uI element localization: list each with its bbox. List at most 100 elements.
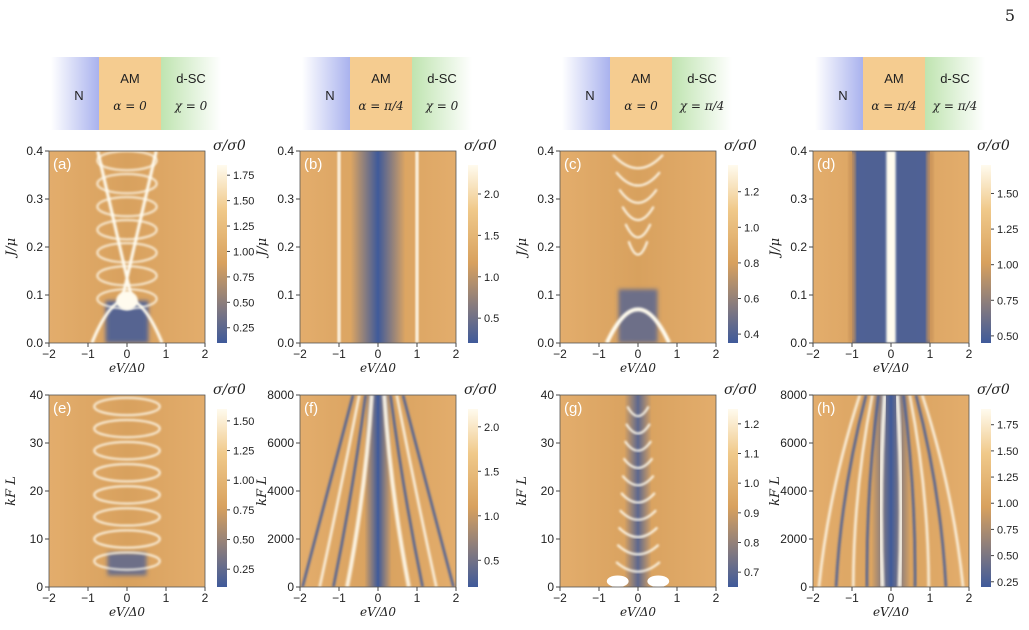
x-axis-label: eV/Δ0 [620, 361, 656, 375]
y-tick-label: 2000 [267, 532, 294, 546]
am-label: AM [631, 71, 651, 86]
x-tick-label: 2 [202, 347, 209, 361]
x-tick-label: 1 [927, 591, 934, 605]
colorbar-tick-label: 0.6 [744, 294, 759, 306]
x-axis-label: eV/Δ0 [109, 605, 145, 619]
y-tick-label: 0.3 [26, 192, 43, 206]
panel-label: (a) [53, 156, 71, 173]
y-tick-label: 20 [30, 484, 44, 498]
colorbar-tick-label: 0.75 [997, 524, 1018, 536]
y-tick-label: 40 [30, 388, 44, 402]
y-tick-label: 0 [287, 580, 294, 594]
y-tick-label: 20 [541, 484, 555, 498]
heatmap-features [849, 151, 933, 343]
colorbar-tick-label: 0.9 [744, 508, 759, 520]
y-tick-label: 6000 [780, 436, 807, 450]
colorbar-label: σ/σ0 [213, 382, 246, 398]
colorbar-tick-label: 1.0 [744, 478, 759, 490]
x-tick-label: 1 [674, 347, 681, 361]
y-tick-label: 0.3 [790, 192, 807, 206]
colorbar-tick-label: 2.0 [484, 422, 499, 434]
panel-e: (e)−2 −1 0 1 2010203040eV/Δ0kF Lσ/σ00.250.50… [4, 382, 254, 619]
colorbar-tick-label: 1.50 [997, 446, 1018, 458]
colorbar-tick-label: 0.50 [997, 551, 1018, 563]
colorbar-tick-label: 1.0 [744, 222, 759, 234]
x-tick-label: −2 [42, 591, 56, 605]
coherence-line [338, 151, 341, 343]
x-tick-label: −2 [806, 347, 820, 361]
am-block [99, 57, 161, 130]
y-axis-label: kF L [4, 476, 19, 506]
x-tick-label: 0 [888, 347, 895, 361]
colorbar [217, 165, 227, 343]
colorbar-tick-label: 0.75 [997, 295, 1018, 307]
x-tick-label: −2 [806, 591, 820, 605]
alpha-label: α = 0 [113, 99, 147, 113]
alpha-label: α = 0 [624, 99, 658, 113]
colorbar-tick-label: 0.5 [484, 313, 499, 325]
n-label: N [585, 88, 594, 103]
x-tick-label: 1 [674, 591, 681, 605]
x-tick-label: 1 [163, 347, 170, 361]
schematic-4: N AM d-SC α = π/4 χ = π/4 [815, 57, 985, 130]
y-tick-label: 40 [541, 388, 555, 402]
y-axis-label: J/μ [515, 238, 530, 259]
colorbar-tick-label: 1.50 [233, 416, 254, 428]
sc-label: d-SC [176, 71, 206, 86]
colorbar-label: σ/σ0 [213, 138, 246, 154]
colorbar-tick-label: 1.0 [484, 511, 499, 523]
panel-g: (g)−2 −1 0 1 2010203040eV/Δ0kF Lσ/σ00.70.80.… [515, 382, 759, 619]
chi-label: χ = π/4 [932, 99, 978, 113]
y-tick-label: 4000 [780, 484, 807, 498]
panel-b: (b)−2 −1 0 1 20.00.10.20.30.4eV/Δ0J/μσ/σ00.5… [255, 138, 499, 375]
y-tick-label: 0.1 [26, 288, 43, 302]
panel-label: (h) [817, 400, 835, 417]
colorbar-tick-label: 1.00 [997, 260, 1018, 272]
x-tick-label: 0 [124, 591, 131, 605]
colorbar-tick-label: 1.2 [744, 419, 759, 431]
y-tick-label: 0.2 [277, 240, 294, 254]
n-label: N [838, 88, 847, 103]
y-tick-label: 4000 [267, 484, 294, 498]
panel-label: (f) [304, 400, 318, 417]
x-tick-label: 0 [375, 347, 382, 361]
gap-band [624, 395, 651, 587]
y-tick-label: 0.3 [537, 192, 554, 206]
y-tick-label: 0 [36, 580, 43, 594]
x-tick-label: 2 [202, 591, 209, 605]
colorbar-tick-label: 1.5 [484, 230, 499, 242]
alpha-label: α = π/4 [358, 99, 403, 113]
colorbar [728, 165, 738, 343]
x-tick-label: −1 [332, 347, 346, 361]
bright-spot [607, 575, 629, 587]
zero-bias-peak [886, 151, 895, 343]
x-axis-label: eV/Δ0 [360, 605, 396, 619]
y-tick-label: 0.0 [790, 336, 807, 350]
x-tick-label: −2 [42, 347, 56, 361]
x-tick-label: 2 [966, 347, 973, 361]
schematic-1: NAM d-SCα = 0χ = 0 [51, 57, 221, 130]
x-tick-label: −1 [81, 591, 95, 605]
y-tick-label: 0 [800, 580, 807, 594]
colorbar-tick-label: 1.1 [744, 449, 759, 461]
y-tick-label: 0.3 [277, 192, 294, 206]
bright-spot [647, 575, 669, 587]
x-tick-label: 1 [414, 591, 421, 605]
x-tick-label: 1 [927, 347, 934, 361]
x-tick-label: 1 [163, 591, 170, 605]
x-tick-label: −2 [553, 347, 567, 361]
colorbar-tick-label: 1.0 [484, 272, 499, 284]
n-label: N [74, 88, 83, 103]
y-axis-label: kF L [255, 476, 270, 506]
colorbar-tick-label: 1.50 [997, 188, 1018, 200]
y-tick-label: 0.2 [790, 240, 807, 254]
panel-label: (c) [564, 156, 582, 173]
colorbar-tick-label: 0.25 [997, 577, 1018, 589]
x-tick-label: −1 [81, 347, 95, 361]
x-tick-label: 2 [713, 347, 720, 361]
y-tick-label: 6000 [267, 436, 294, 450]
panel-d: (d)−2 −1 0 1 20.00.10.20.30.4eV/Δ0J/μσ/σ00.5… [768, 138, 1018, 375]
x-tick-label: −2 [293, 591, 307, 605]
colorbar-tick-label: 1.25 [997, 472, 1018, 484]
colorbar [468, 409, 478, 587]
